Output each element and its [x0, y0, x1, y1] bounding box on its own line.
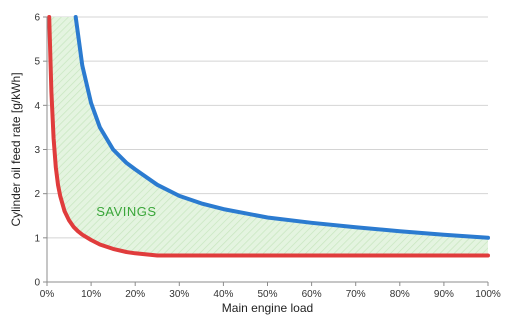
x-tick-labels: 0% 10% 20% 30% 40% 50% 60% 70% 80% 90% 100%	[40, 289, 501, 300]
series-lines	[47, 15, 490, 258]
y-tick-labels: 0 1 2 3 4 5 6	[34, 13, 40, 289]
x-tick-label: 70%	[346, 289, 366, 300]
y-tick-label: 4	[34, 101, 40, 112]
savings-fill	[49, 17, 488, 256]
y-axis-title: Cylinder oil feed rate [g/kWh]	[9, 72, 23, 226]
savings-annotation: SAVINGS	[96, 204, 156, 219]
y-tick-label: 6	[34, 13, 40, 24]
savings-area	[49, 17, 488, 256]
y-tick-label: 1	[34, 233, 40, 244]
y-tick-label: 5	[34, 57, 40, 68]
x-tick-label: 60%	[302, 289, 322, 300]
x-tick-label: 50%	[257, 289, 277, 300]
series-line-blue	[73, 15, 490, 240]
x-tick-label: 20%	[125, 289, 145, 300]
x-tick-label: 80%	[390, 289, 410, 300]
y-tick-label: 0	[34, 278, 40, 289]
x-tick-label: 0%	[40, 289, 55, 300]
series-line-red	[47, 15, 490, 258]
x-tick-label: 100%	[475, 289, 501, 300]
y-tick-label: 2	[34, 189, 40, 200]
axes	[43, 16, 489, 286]
x-tick-label: 30%	[169, 289, 189, 300]
x-tick-label: 40%	[213, 289, 233, 300]
x-tick-label: 90%	[434, 289, 454, 300]
x-axis-title: Main engine load	[222, 301, 313, 315]
y-tick-label: 3	[34, 145, 40, 156]
x-tick-label: 10%	[81, 289, 101, 300]
